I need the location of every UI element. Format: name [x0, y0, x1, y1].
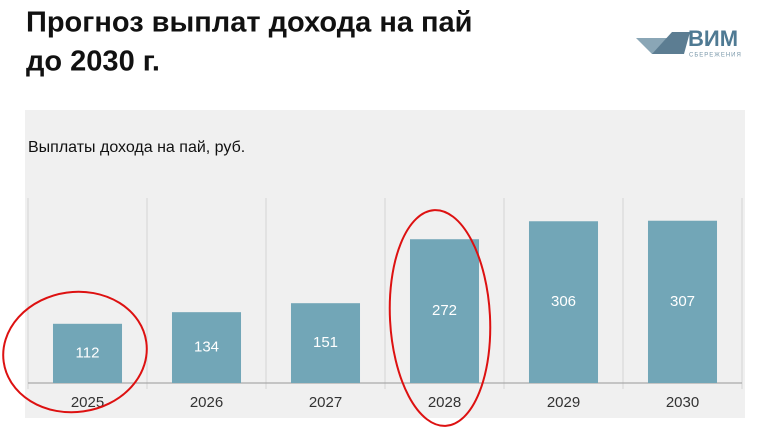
page-title: до 2030 г. — [26, 46, 160, 78]
page-title: Прогноз выплат дохода на пай — [26, 7, 473, 39]
logo-shape — [652, 32, 690, 54]
logo: ВИМ СБЕРЕЖЕНИЯ — [636, 26, 742, 59]
x-tick-label: 2028 — [428, 394, 461, 411]
highlight-circle — [388, 209, 492, 427]
bar — [528, 221, 599, 383]
logo-tagline: СБЕРЕЖЕНИЯ — [689, 53, 742, 59]
data-label: 306 — [551, 293, 576, 310]
data-label: 134 — [194, 339, 219, 356]
x-tick-label: 2030 — [666, 394, 699, 411]
x-tick-label: 2026 — [190, 394, 223, 411]
chart-title: Выплаты дохода на пай, руб. — [28, 139, 245, 156]
plot: 2025 112 2026 134 2027 151 2028 272 2029 306 2030 3… — [27, 198, 743, 411]
bar — [647, 220, 718, 383]
bar — [52, 323, 123, 383]
x-tick-label: 2025 — [71, 394, 104, 411]
highlight-circle — [2, 290, 148, 414]
data-label: 112 — [76, 344, 100, 361]
data-label: 151 — [313, 334, 338, 351]
data-label: 272 — [432, 302, 457, 319]
x-tick-label: 2027 — [309, 394, 342, 411]
bar — [171, 312, 242, 383]
data-label: 307 — [670, 293, 695, 310]
logo-name: ВИМ — [688, 26, 738, 51]
bar — [409, 239, 480, 383]
x-tick-label: 2029 — [547, 394, 580, 411]
bar — [290, 303, 361, 383]
